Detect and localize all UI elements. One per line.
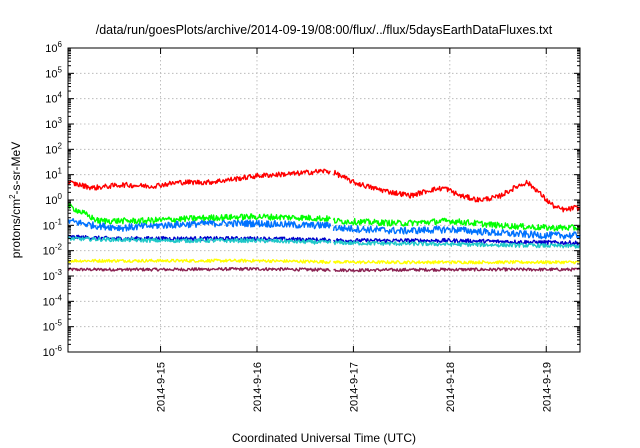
y-tick-label-base: 10 — [45, 43, 57, 55]
y-tick-label-base: 10 — [45, 195, 57, 207]
y-tick-label-exp: -4 — [55, 293, 63, 302]
y-tick-label: 104 — [45, 91, 62, 106]
flux-series-4-line — [67, 236, 332, 245]
flux-series-6-line — [67, 258, 332, 264]
y-tick-labels: 10-610-510-410-310-210-11001011021031041… — [43, 40, 63, 359]
y-tick-label-base: 10 — [45, 94, 57, 106]
y-axis-label: protons/cm2-s-sr-MeV — [8, 142, 23, 258]
x-tick-label: 2014-9-15 — [156, 362, 168, 412]
y-tick-label-exp: -3 — [55, 268, 63, 277]
y-tick-label-base: 10 — [43, 347, 55, 359]
y-axis-label-base: protons/cm — [9, 199, 23, 258]
x-axis-label: Coordinated Universal Time (UTC) — [232, 431, 416, 445]
flux-series-1-line — [67, 168, 331, 191]
y-tick-label-base: 10 — [45, 119, 57, 131]
y-tick-label: 10-4 — [43, 293, 63, 308]
y-tick-label-base: 10 — [45, 170, 57, 182]
y-tick-label: 10-3 — [43, 268, 63, 283]
axis-ticks — [68, 47, 580, 353]
y-tick-label: 101 — [45, 167, 62, 182]
flux-series-4-line — [333, 240, 581, 249]
flux-series-2-line — [332, 217, 581, 232]
y-tick-label-exp: 4 — [58, 91, 63, 100]
y-tick-label: 10-1 — [43, 217, 63, 232]
y-tick-label-base: 10 — [43, 296, 55, 308]
y-tick-label: 100 — [45, 192, 62, 207]
y-tick-label-exp: -5 — [55, 319, 63, 328]
x-tick-label: 2014-9-17 — [348, 362, 360, 412]
y-tick-label-exp: 1 — [58, 167, 63, 176]
y-tick-label: 10-5 — [43, 319, 63, 334]
flux-series-7-line — [67, 266, 331, 272]
y-tick-label-exp: 2 — [58, 141, 63, 150]
y-axis-label-rest: -s-sr-MeV — [9, 142, 23, 195]
flux-series-1-line — [333, 169, 581, 213]
flux-series-3-line — [67, 217, 332, 233]
y-tick-label-base: 10 — [43, 271, 55, 283]
y-tick-label-base: 10 — [45, 68, 57, 80]
y-tick-label-base: 10 — [45, 144, 57, 156]
flux-series-6-line — [332, 260, 581, 265]
y-tick-label: 106 — [45, 40, 62, 55]
chart-title: /data/run/goesPlots/archive/2014-09-19/0… — [96, 23, 553, 37]
y-tick-label: 103 — [45, 116, 62, 131]
x-tick-label: 2014-9-16 — [252, 362, 264, 412]
flux-series-5-line — [333, 237, 581, 246]
x-tick-label: 2014-9-18 — [445, 362, 457, 412]
flux-series-7-line — [333, 267, 581, 273]
x-tick-labels: 2014-9-15 2014-9-16 2014-9-17 2014-9-18 2014… — [156, 362, 554, 412]
y-tick-label-exp: 0 — [58, 192, 63, 201]
x-tick-label: 2014-9-19 — [541, 362, 553, 412]
series-lines — [67, 168, 581, 273]
y-tick-label: 10-6 — [43, 344, 63, 359]
y-tick-label-exp: -2 — [55, 243, 63, 252]
flux-series-3-line — [332, 224, 581, 240]
y-axis-label-sup: 2 — [8, 194, 17, 199]
flux-series-2-line — [67, 202, 332, 225]
grid-lines — [68, 48, 580, 352]
y-tick-label-base: 10 — [43, 220, 55, 232]
y-tick-label: 105 — [45, 65, 62, 80]
y-tick-label-exp: 6 — [58, 40, 63, 49]
y-tick-label: 10-2 — [43, 243, 63, 258]
y-tick-label-base: 10 — [43, 246, 55, 258]
y-tick-label-exp: 5 — [58, 65, 63, 74]
y-tick-label: 102 — [45, 141, 62, 156]
y-tick-label-exp: -1 — [55, 217, 63, 226]
y-tick-label-exp: -6 — [55, 344, 63, 353]
y-tick-label-base: 10 — [43, 322, 55, 334]
y-tick-label-exp: 3 — [58, 116, 63, 125]
